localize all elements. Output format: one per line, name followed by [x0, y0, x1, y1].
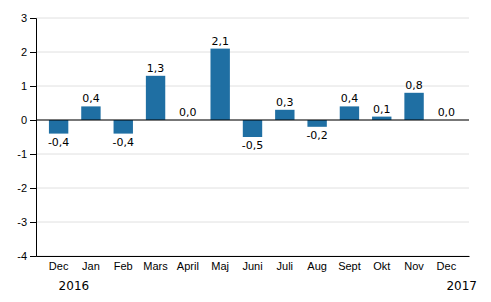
data-label: 2,1 [211, 35, 229, 48]
grid-line [36, 256, 469, 257]
x-tick: April [177, 256, 199, 272]
y-axis: -4 -3 -2 -1 0 1 2 3 [17, 12, 36, 262]
x-tick-label: Maj [211, 260, 229, 272]
y-axis-line [30, 19, 37, 257]
x-tick-label: Juli [277, 260, 294, 272]
grid-line [36, 120, 469, 121]
y-tick: -2 [17, 182, 36, 194]
x-tick-label: Feb [114, 260, 133, 272]
x-tick: Dec [437, 256, 457, 272]
bar [340, 106, 359, 120]
y-tick-label: -3 [17, 216, 27, 228]
y-tick-label: -4 [17, 250, 27, 262]
year-label: 2016 [59, 279, 90, 293]
data-label: -0,2 [306, 129, 327, 142]
bar [81, 106, 100, 120]
data-label: 0,0 [438, 106, 456, 119]
y-tick: 2 [21, 46, 36, 58]
y-tick-label: 3 [21, 12, 27, 24]
x-tick-label: Aug [307, 260, 327, 272]
bar [49, 120, 68, 134]
x-tick: Aug [307, 256, 327, 272]
x-tick: Feb [114, 256, 133, 272]
grid-line [36, 52, 469, 53]
x-tick-label: Sept [338, 260, 361, 272]
bar [243, 120, 262, 137]
plot: -4 -3 -2 -1 0 1 2 3 Dec Jan Feb Mars April Maj Juni Jul… [17, 12, 477, 293]
y-tick: -4 [17, 250, 36, 262]
bars [49, 49, 424, 137]
grid-line [36, 18, 469, 19]
x-tick-label: Dec [49, 260, 69, 272]
x-axis-line [37, 256, 470, 257]
data-label: 1,3 [147, 62, 165, 75]
data-label: 0,0 [179, 106, 197, 119]
y-tick: 0 [21, 114, 36, 126]
data-label: 0,8 [405, 79, 423, 92]
x-tick: Dec [49, 256, 69, 272]
y-tick: -3 [17, 216, 36, 228]
grid-line [36, 86, 469, 87]
bar [404, 93, 423, 120]
x-tick: Nov [404, 256, 424, 272]
y-tick-mark [30, 154, 36, 155]
x-tick: Juli [277, 256, 294, 272]
x-tick-label: April [177, 260, 199, 272]
x-tick-label: Mars [143, 260, 168, 272]
year-label: 2017 [446, 279, 477, 293]
y-tick-mark [30, 120, 36, 121]
x-tick: Okt [373, 256, 390, 272]
chart: -4 -3 -2 -1 0 1 2 3 Dec Jan Feb Mars April Maj Juni Jul… [0, 0, 491, 302]
x-tick-label: Nov [404, 260, 424, 272]
y-tick: 3 [21, 12, 36, 24]
grid-line [36, 222, 469, 223]
data-labels: -0,4 0,4 -0,4 1,3 0,0 2,1 -0,5 0,3 -0,2 0,4 0,1 0,8… [48, 35, 455, 152]
y-tick-label: 0 [21, 114, 27, 126]
x-tick: Mars [143, 256, 168, 272]
data-label: 0,4 [341, 92, 359, 105]
x-tick: Jan [82, 256, 100, 272]
bar [146, 76, 165, 120]
annotations: 2016 2017 [59, 279, 477, 293]
bar [307, 120, 326, 127]
y-tick-mark [30, 256, 36, 257]
bar [210, 49, 229, 120]
x-tick-label: Okt [373, 260, 390, 272]
x-tick: Sept [338, 256, 361, 272]
y-tick-mark [30, 188, 36, 189]
y-tick-mark [30, 222, 36, 223]
x-tick: Maj [211, 256, 229, 272]
grid-line [36, 154, 469, 155]
y-tick-mark [30, 86, 36, 87]
x-axis: Dec Jan Feb Mars April Maj Juni Juli Aug Sept Okt N… [37, 256, 470, 272]
grid [36, 18, 469, 256]
y-tick-label: 1 [21, 80, 27, 92]
y-tick-label: -1 [17, 148, 27, 160]
data-label: -0,4 [48, 136, 69, 149]
bar [275, 110, 294, 120]
y-tick-mark [30, 18, 36, 19]
data-label: 0,3 [276, 96, 294, 109]
data-label: 0,4 [82, 92, 100, 105]
data-label: -0,4 [113, 136, 134, 149]
data-label: -0,5 [242, 139, 263, 152]
y-tick-label: 2 [21, 46, 27, 58]
x-tick-label: Jan [82, 260, 100, 272]
x-tick-label: Dec [437, 260, 457, 272]
zero-line [36, 119, 469, 120]
grid-line [36, 188, 469, 189]
x-tick: Juni [242, 256, 262, 272]
y-tick: 1 [21, 80, 36, 92]
data-label: 0,1 [373, 103, 391, 116]
x-tick-label: Juni [242, 260, 262, 272]
y-tick-label: -2 [17, 182, 27, 194]
y-tick: -1 [17, 148, 36, 160]
y-tick-mark [30, 52, 36, 53]
bar [114, 120, 133, 134]
